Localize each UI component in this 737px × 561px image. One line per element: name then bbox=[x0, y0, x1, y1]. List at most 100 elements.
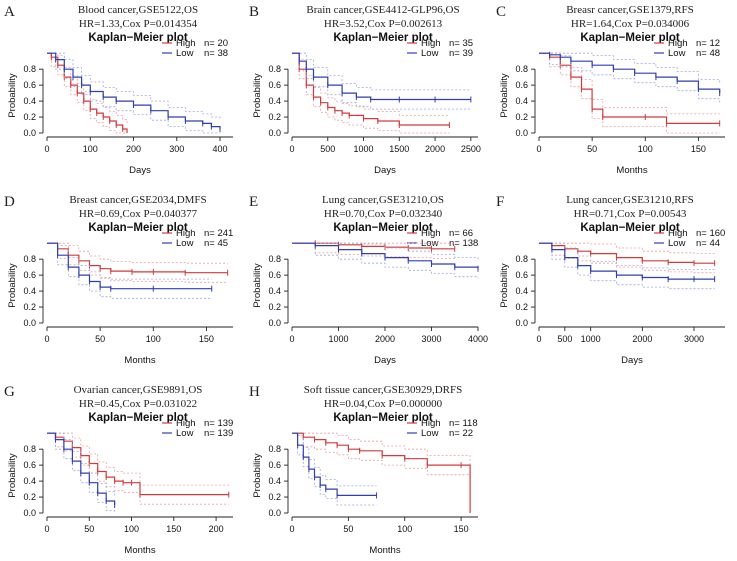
x-tick-label: 200 bbox=[209, 524, 224, 534]
x-axis-label: Days bbox=[374, 165, 396, 176]
ci-upper-high bbox=[292, 52, 450, 116]
y-tick-label: 0.0 bbox=[515, 128, 528, 138]
x-tick-label: 0 bbox=[44, 334, 49, 344]
y-axis-label: Probability bbox=[252, 453, 263, 498]
legend-n-low: n= 44 bbox=[696, 238, 720, 249]
panel-title-line2: HR=0.04,Cox P=0.000000 bbox=[324, 398, 443, 410]
plot-title: Kaplan−Meier plot bbox=[333, 32, 433, 44]
y-tick-label: 0.0 bbox=[23, 128, 36, 138]
legend: High n= 12 Low n= 48 bbox=[654, 38, 720, 59]
legend-label-high: High bbox=[421, 228, 441, 239]
km-panel-a: A Blood cancer,GSE5122,OS HR=1.33,Cox P=0.… bbox=[4, 4, 233, 176]
plot-title: Kaplan−Meier plot bbox=[88, 32, 188, 44]
km-panel-b: B Brain cancer,GSE4412-GLP96,OS HR=3.52,Co… bbox=[249, 4, 481, 176]
ci-lower-low bbox=[292, 52, 471, 110]
x-tick-label: 50 bbox=[343, 524, 353, 534]
ci-upper-high bbox=[292, 432, 471, 504]
panel-letter: C bbox=[496, 4, 506, 20]
x-tick-label: 4000 bbox=[468, 334, 488, 344]
y-tick-label: 0.2 bbox=[268, 112, 281, 122]
panel-title-line1: Ovarian cancer,GSE9891,OS bbox=[74, 384, 203, 396]
survival-curve-high bbox=[47, 432, 229, 496]
x-tick-label: 2000 bbox=[425, 144, 445, 154]
x-tick-label: 1000 bbox=[354, 144, 374, 154]
y-tick-label: 0.0 bbox=[268, 128, 281, 138]
x-tick-label: 500 bbox=[320, 144, 335, 154]
panel-title-line1: Blood cancer,GSE5122,OS bbox=[78, 4, 198, 16]
y-tick-label: 0.2 bbox=[515, 302, 528, 312]
panel-title-line2: HR=3.52,Cox P=0.002613 bbox=[324, 18, 443, 30]
legend-label-low: Low bbox=[176, 48, 194, 59]
x-tick-label: 50 bbox=[95, 334, 105, 344]
y-tick-label: 0.0 bbox=[515, 318, 528, 328]
x-axis-label: Months bbox=[124, 545, 155, 556]
x-tick-label: 400 bbox=[213, 144, 228, 154]
legend: High n= 35 Low n= 39 bbox=[407, 38, 473, 59]
y-tick-label: 0.4 bbox=[515, 96, 528, 106]
ci-lower-high bbox=[292, 52, 450, 134]
x-tick-label: 0 bbox=[536, 144, 541, 154]
legend-n-high: n= 20 bbox=[204, 38, 228, 49]
ci-lower-low bbox=[292, 432, 377, 506]
y-tick-label: 0.8 bbox=[23, 254, 36, 264]
y-tick-label: 0.8 bbox=[268, 444, 281, 454]
survival-curve-high bbox=[539, 52, 720, 124]
y-axis-label: Probability bbox=[499, 263, 510, 308]
y-tick-label: 0.4 bbox=[268, 476, 281, 486]
y-axis-label: Probability bbox=[499, 73, 510, 118]
legend-label-low: Low bbox=[668, 238, 686, 249]
x-tick-label: 100 bbox=[638, 144, 653, 154]
panel-letter: H bbox=[249, 384, 260, 400]
panel-title-line2: HR=0.45,Cox P=0.031022 bbox=[79, 398, 197, 410]
y-tick-label: 0.4 bbox=[23, 96, 36, 106]
survival-curve-low bbox=[292, 52, 471, 101]
x-tick-label: 1000 bbox=[328, 334, 348, 344]
x-tick-label: 3000 bbox=[684, 334, 704, 344]
panel-title-line2: HR=0.69,Cox P=0.040377 bbox=[79, 208, 198, 220]
legend-label-low: Low bbox=[421, 48, 439, 59]
y-tick-label: 0.8 bbox=[23, 64, 36, 74]
ci-upper-high bbox=[539, 52, 720, 115]
legend-n-high: n= 139 bbox=[204, 418, 233, 429]
panel-letter: F bbox=[496, 194, 504, 210]
legend-n-high: n= 66 bbox=[449, 228, 473, 239]
x-axis-label: Months bbox=[124, 355, 155, 366]
y-tick-label: 0.6 bbox=[268, 460, 281, 470]
panel-title-line1: Brain cancer,GSE4412-GLP96,OS bbox=[306, 4, 459, 16]
legend-n-low: n= 39 bbox=[449, 48, 473, 59]
y-tick-label: 0.8 bbox=[515, 64, 528, 74]
plot-title: Kaplan−Meier plot bbox=[88, 222, 188, 234]
x-tick-label: 1000 bbox=[581, 334, 601, 344]
y-tick-label: 0.6 bbox=[515, 80, 528, 90]
y-tick-label: 0.0 bbox=[23, 508, 36, 518]
y-axis-label: Probability bbox=[7, 453, 18, 498]
panel-title-line1: Lung cancer,GSE31210,RFS bbox=[566, 194, 694, 206]
panel-title-line1: Breast cancer,GSE2034,DMFS bbox=[69, 194, 206, 206]
x-axis-label: Months bbox=[616, 165, 647, 176]
panel-title-line1: Breasr cancer,GSE1379,RFS bbox=[566, 4, 694, 16]
legend-n-low: n= 48 bbox=[696, 48, 720, 59]
legend-n-low: n= 138 bbox=[449, 238, 478, 249]
ci-lower-low bbox=[539, 52, 721, 103]
legend-label-high: High bbox=[668, 38, 688, 49]
plot-title: Kaplan−Meier plot bbox=[88, 412, 188, 424]
ci-upper-high bbox=[47, 242, 228, 264]
legend-n-low: n= 22 bbox=[449, 428, 473, 439]
ci-lower-high bbox=[292, 432, 471, 513]
legend-label-high: High bbox=[421, 38, 441, 49]
x-tick-label: 100 bbox=[83, 144, 98, 154]
y-tick-label: 0.6 bbox=[23, 270, 36, 280]
ci-lower-high bbox=[539, 242, 715, 274]
x-tick-label: 50 bbox=[84, 524, 94, 534]
plot-title: Kaplan−Meier plot bbox=[580, 32, 680, 44]
x-tick-label: 0 bbox=[536, 334, 541, 344]
plot-title: Kaplan−Meier plot bbox=[333, 222, 433, 234]
y-tick-label: 0.4 bbox=[23, 476, 36, 486]
plot-title: Kaplan−Meier plot bbox=[333, 412, 433, 424]
survival-curve-high bbox=[292, 52, 450, 126]
legend-n-high: n= 12 bbox=[696, 38, 720, 49]
legend-n-high: n= 160 bbox=[696, 228, 725, 239]
y-tick-label: 0.0 bbox=[23, 318, 36, 328]
km-panel-g: G Ovarian cancer,GSE9891,OS HR=0.45,Cox P=… bbox=[4, 384, 233, 556]
ci-upper-low bbox=[47, 242, 212, 280]
